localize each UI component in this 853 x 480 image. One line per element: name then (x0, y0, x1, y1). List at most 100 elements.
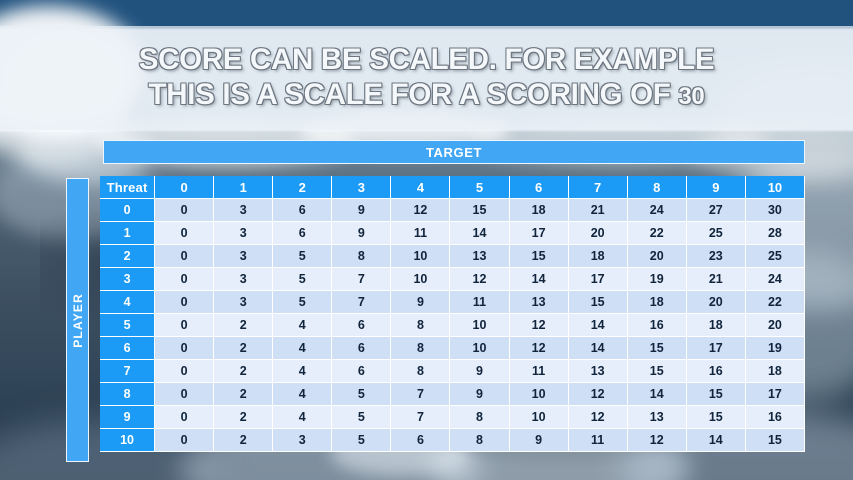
table-cell: 25 (745, 245, 805, 268)
table-cell: 21 (686, 268, 746, 291)
table-cell: 0 (155, 291, 215, 314)
table-header-row: Threat 0 1 2 3 4 5 6 7 8 9 10 (100, 176, 805, 199)
table-cell: 0 (155, 360, 215, 383)
table-cell: 4 (273, 360, 333, 383)
table-cell: 20 (686, 291, 746, 314)
title-line-1: SCORE CAN BE SCALED. FOR EXAMPLE (138, 43, 715, 76)
table-cell: 6 (332, 337, 392, 360)
table-cell: 18 (627, 291, 687, 314)
table-cell: 2 (214, 383, 274, 406)
table-cell: 8 (391, 360, 451, 383)
table-cell: 24 (745, 268, 805, 291)
table-cell: 12 (568, 383, 628, 406)
table-cell: 24 (627, 199, 687, 222)
table-row: 2 0 3 5 8 10 13 15 18 20 23 25 (100, 245, 805, 268)
table-cell: 0 (155, 406, 215, 429)
column-header-0: 0 (155, 176, 215, 199)
table-cell: 18 (686, 314, 746, 337)
table-cell: 15 (450, 199, 510, 222)
table-cell: 12 (450, 268, 510, 291)
table-cell: 30 (745, 199, 805, 222)
table-cell: 3 (214, 268, 274, 291)
table-cell: 9 (332, 199, 392, 222)
table-cell: 15 (509, 245, 569, 268)
table-cell: 2 (214, 314, 274, 337)
table-cell: 10 (391, 268, 451, 291)
table-cell: 5 (332, 406, 392, 429)
table-cell: 4 (273, 383, 333, 406)
table-header: Threat 0 1 2 3 4 5 6 7 8 9 10 (100, 176, 805, 199)
table-cell: 2 (214, 429, 274, 452)
score-scale-table: Threat 0 1 2 3 4 5 6 7 8 9 10 0 0 3 6 9 12 15 18 21 24 27 30 1… (100, 176, 805, 452)
table-cell: 9 (450, 360, 510, 383)
table-cell: 6 (273, 222, 333, 245)
table-cell: 4 (273, 314, 333, 337)
table-cell: 15 (745, 429, 805, 452)
table-cell: 16 (686, 360, 746, 383)
table-row: 6 0 2 4 6 8 10 12 14 15 17 19 (100, 337, 805, 360)
table-cell: 4 (273, 406, 333, 429)
table-cell: 18 (509, 199, 569, 222)
table-cell: 5 (273, 245, 333, 268)
table-cell: 14 (568, 314, 628, 337)
column-header-7: 7 (568, 176, 628, 199)
table-cell: 6 (332, 360, 392, 383)
title-line-2-text: THIS IS A SCALE FOR A SCORING OF (148, 78, 679, 111)
row-header-7: 7 (100, 360, 156, 383)
row-header-5: 5 (100, 314, 156, 337)
table-cell: 3 (214, 222, 274, 245)
table-cell: 19 (627, 268, 687, 291)
table-cell: 11 (568, 429, 628, 452)
table-cell: 7 (332, 268, 392, 291)
table-cell: 3 (214, 245, 274, 268)
row-header-10: 10 (100, 429, 156, 452)
table-cell: 12 (391, 199, 451, 222)
table-cell: 8 (450, 429, 510, 452)
table-row: 7 0 2 4 6 8 9 11 13 15 16 18 (100, 360, 805, 383)
table-cell: 28 (745, 222, 805, 245)
column-header-4: 4 (391, 176, 451, 199)
table-cell: 14 (568, 337, 628, 360)
table-cell: 9 (509, 429, 569, 452)
table-cell: 0 (155, 245, 215, 268)
table-cell: 0 (155, 314, 215, 337)
table-cell: 12 (627, 429, 687, 452)
table-cell: 11 (391, 222, 451, 245)
table-cell: 13 (627, 406, 687, 429)
table-cell: 6 (332, 314, 392, 337)
table-cell: 22 (745, 291, 805, 314)
table-cell: 14 (509, 268, 569, 291)
row-header-3: 3 (100, 268, 156, 291)
row-header-4: 4 (100, 291, 156, 314)
table-cell: 12 (568, 406, 628, 429)
table-cell: 0 (155, 268, 215, 291)
table-cell: 10 (391, 245, 451, 268)
table-cell: 8 (450, 406, 510, 429)
table-cell: 5 (273, 291, 333, 314)
table-cell: 15 (627, 337, 687, 360)
row-header-8: 8 (100, 383, 156, 406)
player-axis-label-bar: PLAYER (66, 178, 89, 462)
table-cell: 7 (391, 406, 451, 429)
table-cell: 5 (273, 268, 333, 291)
table-cell: 7 (332, 291, 392, 314)
column-header-6: 6 (509, 176, 569, 199)
column-header-1: 1 (214, 176, 274, 199)
table-cell: 16 (745, 406, 805, 429)
table-row: 9 0 2 4 5 7 8 10 12 13 15 16 (100, 406, 805, 429)
table-cell: 13 (568, 360, 628, 383)
table-cell: 0 (155, 199, 215, 222)
table-cell: 15 (568, 291, 628, 314)
table-cell: 21 (568, 199, 628, 222)
title-band (0, 26, 853, 130)
table-cell: 9 (391, 291, 451, 314)
target-axis-label: TARGET (425, 144, 483, 160)
table-cell: 18 (568, 245, 628, 268)
table-cell: 2 (214, 337, 274, 360)
column-header-2: 2 (273, 176, 333, 199)
table-cell: 15 (686, 383, 746, 406)
table-cell: 0 (155, 337, 215, 360)
table-cell: 15 (686, 406, 746, 429)
table-cell: 17 (686, 337, 746, 360)
table-cell: 10 (509, 406, 569, 429)
